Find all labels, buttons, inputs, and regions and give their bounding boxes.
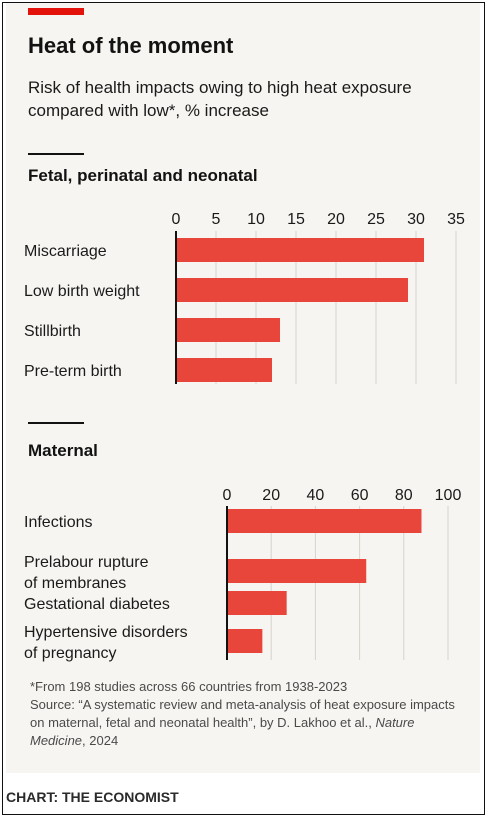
x-tick-label: 5 — [212, 211, 221, 228]
x-tick-label: 20 — [262, 487, 280, 504]
section-title-maternal: Maternal — [28, 441, 98, 460]
category-label: Infections — [24, 514, 92, 531]
section-title-fetal: Fetal, perinatal and neonatal — [28, 166, 258, 185]
bar — [227, 629, 263, 653]
category-label: Low birth weight — [24, 283, 140, 300]
chart-title: Heat of the moment — [28, 33, 234, 58]
chart-subtitle: Risk of health impacts owing to high hea… — [28, 78, 412, 120]
x-tick-label: 10 — [247, 211, 265, 228]
category-label: Hypertensive disorders — [24, 624, 188, 641]
bar — [227, 509, 422, 533]
bar — [227, 559, 367, 583]
bar — [176, 238, 424, 262]
brand-red-bar — [28, 8, 84, 15]
x-tick-label: 15 — [287, 211, 305, 228]
source-year: , 2024 — [82, 733, 119, 748]
chart-card: Heat of the moment Risk of health impact… — [6, 3, 480, 773]
category-label: Prelabour rupture — [24, 554, 149, 571]
bar-charts: 0 5 10 15 20 25 30 35 Miscarriage Low birth weigh… — [24, 211, 465, 662]
category-label: Pre-term birth — [24, 363, 122, 380]
x-tick-label: 0 — [223, 487, 232, 504]
category-label: of membranes — [24, 575, 126, 592]
footnote: *From 198 studies across 66 countries fr… — [30, 678, 470, 750]
bar — [176, 278, 408, 302]
x-tick-label: 25 — [367, 211, 385, 228]
category-label: Stillbirth — [24, 323, 81, 340]
x-tick-label: 20 — [327, 211, 345, 228]
category-label: Gestational diabetes — [24, 596, 170, 613]
chart-credit: CHART: THE ECONOMIST — [6, 789, 179, 805]
source-journal: Nature Medicine — [30, 715, 415, 748]
x-tick-label: 100 — [435, 487, 462, 504]
source-text: Source: “A systematic review and meta-an… — [30, 697, 455, 730]
x-tick-label: 40 — [307, 487, 325, 504]
footnote-studies: *From 198 studies across 66 countries fr… — [30, 679, 348, 694]
x-tick-label: 80 — [395, 487, 413, 504]
section-rule-maternal — [28, 422, 84, 424]
category-label: Miscarriage — [24, 243, 107, 260]
bar — [227, 591, 287, 615]
x-tick-label: 35 — [447, 211, 465, 228]
x-tick-label: 30 — [407, 211, 425, 228]
x-tick-label: 60 — [351, 487, 369, 504]
section-rule-fetal — [28, 153, 84, 155]
x-tick-label: 0 — [172, 211, 181, 228]
bar — [176, 358, 272, 382]
footnote-source: Source: “A systematic review and meta-an… — [30, 696, 470, 750]
category-label: of pregnancy — [24, 645, 117, 662]
bar — [176, 318, 280, 342]
